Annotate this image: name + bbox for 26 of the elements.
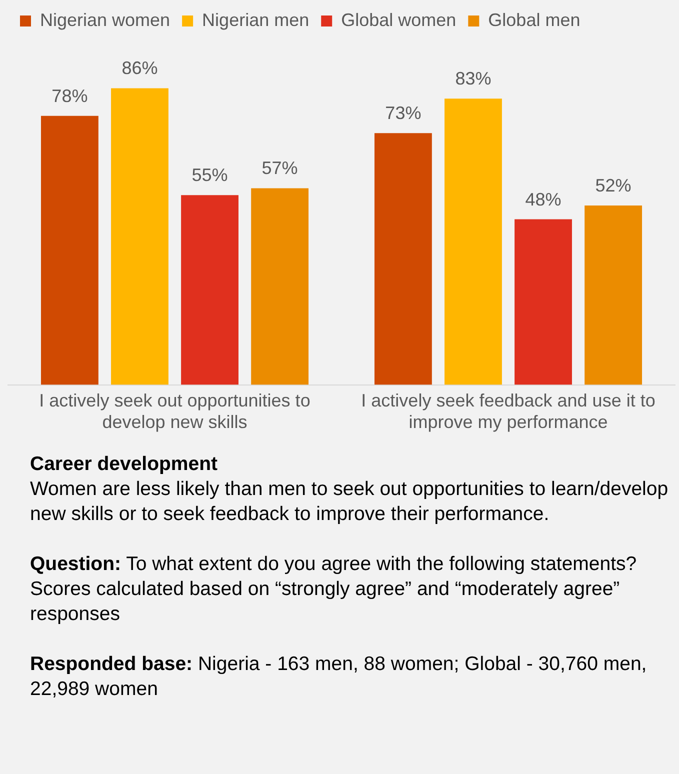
bar	[40, 116, 98, 385]
legend-label: Nigerian men	[202, 10, 310, 30]
bar	[584, 206, 642, 385]
data-label: 55%	[192, 165, 228, 186]
data-label: 52%	[595, 175, 632, 196]
text: Career development	[30, 452, 218, 477]
data-label: 83%	[455, 68, 492, 89]
bar	[444, 98, 502, 385]
bar	[111, 88, 168, 385]
data-label: 86%	[122, 58, 158, 78]
bar	[251, 188, 309, 385]
bar	[181, 195, 238, 385]
text: Women are less likely than men to seek out opportunities to learn/develop new skills or to seek feedback to improve their performance.	[30, 477, 670, 527]
bar	[514, 219, 572, 385]
data-label: 78%	[52, 86, 88, 106]
legend-label: Global men	[488, 10, 580, 30]
data-label: 73%	[385, 103, 422, 124]
text: Responded base: Nigeria - 163 men, 88 women; Global - 30,760 men, 22,989 women	[30, 653, 647, 700]
data-label: 57%	[262, 158, 298, 178]
x-tick-label: I actively seek feedback and use it to improve my performance	[361, 390, 656, 432]
bar	[374, 133, 432, 385]
text: Question: To what extent do you agree with the following statements? Scores calculated based on “strongly agree” and “moderately agree” responses	[30, 553, 637, 625]
data-label: 48%	[525, 189, 562, 210]
x-tick-label: I actively seek out opportunities to develop new skills	[39, 390, 310, 432]
legend-label: Nigerian women	[40, 10, 170, 30]
legend-label: Global women	[341, 10, 456, 30]
